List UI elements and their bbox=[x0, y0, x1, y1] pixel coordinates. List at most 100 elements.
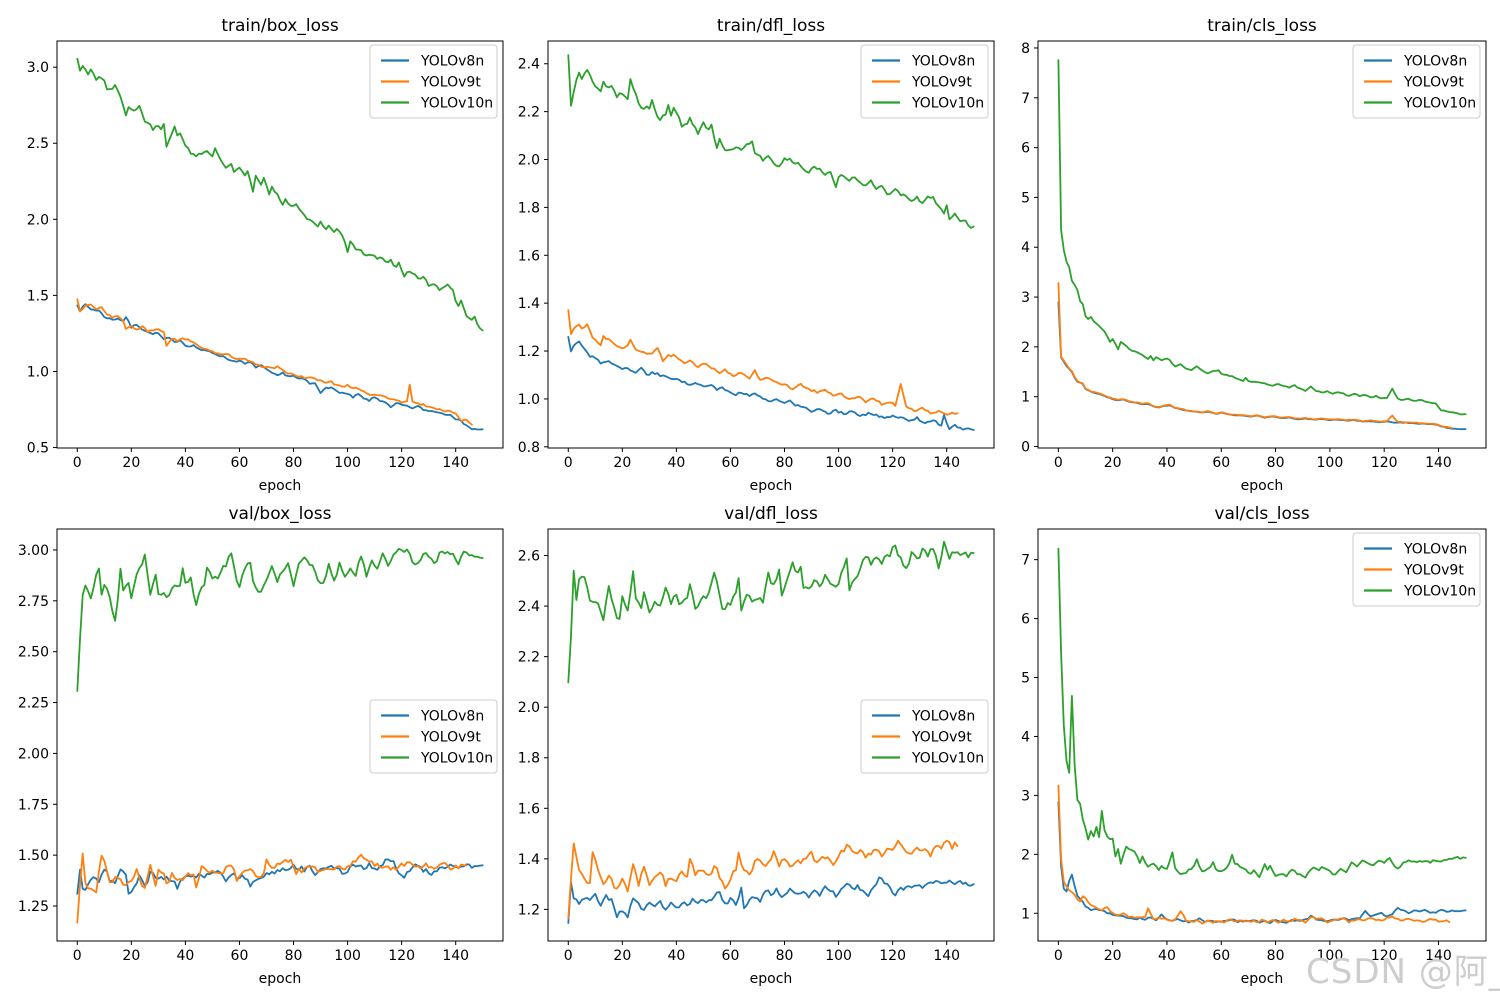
x-tick-label: 100 bbox=[334, 948, 361, 964]
legend-label: YOLOv10n bbox=[420, 751, 493, 767]
legend: YOLOv8n YOLOv9t YOLOv10n bbox=[369, 44, 498, 119]
x-tick-label: 20 bbox=[1104, 948, 1122, 964]
x-tick-label: 20 bbox=[613, 455, 631, 471]
legend: YOLOv8n YOLOv9t YOLOv10n bbox=[1352, 532, 1481, 607]
axes-frame bbox=[1037, 40, 1487, 449]
x-tick-label: 140 bbox=[1425, 948, 1452, 964]
x-tick-label: 100 bbox=[825, 948, 852, 964]
x-tick-label: 120 bbox=[1371, 455, 1398, 471]
chart-title: train/cls_loss bbox=[1207, 16, 1317, 36]
series-line-yolov10n bbox=[567, 540, 975, 684]
chart-title: val/dfl_loss bbox=[724, 504, 818, 524]
x-axis-label: epoch bbox=[1241, 971, 1284, 987]
y-tick-label: 2 bbox=[1021, 847, 1030, 863]
y-tick-label: 8 bbox=[1021, 41, 1030, 57]
legend-box bbox=[1352, 44, 1481, 119]
series-line-yolov9t bbox=[76, 298, 473, 426]
subplot-train-box-loss: 0 20 40 60 80 100 120 140 0.5 1.0 1.5 2.0 2.5 3.0 trai… bbox=[27, 16, 504, 494]
legend-label: YOLOv9t bbox=[420, 75, 481, 91]
x-axis-label: epoch bbox=[259, 478, 302, 494]
x-tick-label: 0 bbox=[1054, 455, 1063, 471]
legend-label: YOLOv9t bbox=[911, 75, 972, 91]
x-tick-label: 60 bbox=[231, 948, 249, 964]
y-tick-label: 4 bbox=[1021, 240, 1030, 256]
x-tick-label: 140 bbox=[1425, 455, 1452, 471]
legend: YOLOv8n YOLOv9t YOLOv10n bbox=[369, 699, 498, 774]
y-tick-label: 2.5 bbox=[27, 136, 49, 152]
x-tick-label: 0 bbox=[73, 948, 82, 964]
x-axis-label: epoch bbox=[1241, 478, 1284, 494]
series-line-yolov8n bbox=[76, 303, 484, 431]
legend-box bbox=[369, 44, 498, 119]
x-tick-label: 100 bbox=[825, 455, 852, 471]
x-tick-label: 60 bbox=[231, 455, 249, 471]
y-tick-label: 6 bbox=[1021, 141, 1030, 157]
series-line-yolov8n bbox=[567, 335, 975, 431]
y-tick-label: 1.5 bbox=[27, 288, 49, 304]
legend-label: YOLOv10n bbox=[420, 96, 493, 112]
y-tick-label: 7 bbox=[1021, 553, 1030, 569]
x-tick-label: 40 bbox=[176, 455, 194, 471]
legend-box bbox=[369, 699, 498, 774]
x-tick-label: 80 bbox=[776, 455, 794, 471]
y-tick-label: 1.8 bbox=[518, 200, 540, 216]
x-tick-label: 40 bbox=[667, 455, 685, 471]
y-tick-label: 2.4 bbox=[518, 57, 540, 73]
y-tick-label: 2.75 bbox=[18, 594, 49, 610]
x-tick-label: 20 bbox=[122, 455, 140, 471]
subplot-val-dfl-loss: 0 20 40 60 80 100 120 140 1.2 1.4 1.6 1.8 2.0 2.2 2.4 2… bbox=[518, 504, 995, 987]
x-tick-label: 60 bbox=[722, 948, 740, 964]
x-tick-label: 0 bbox=[73, 455, 82, 471]
y-tick-label: 0.5 bbox=[27, 441, 49, 457]
chart-title: train/box_loss bbox=[221, 16, 339, 36]
y-tick-label: 1.25 bbox=[18, 899, 49, 915]
axes-frame bbox=[547, 40, 995, 449]
y-tick-label: 2.0 bbox=[518, 700, 540, 716]
legend-label: YOLOv8n bbox=[420, 709, 484, 725]
x-tick-label: 80 bbox=[285, 455, 303, 471]
x-tick-label: 60 bbox=[722, 455, 740, 471]
legend-label: YOLOv10n bbox=[1403, 96, 1476, 112]
x-tick-label: 80 bbox=[285, 948, 303, 964]
chart-title: val/cls_loss bbox=[1214, 504, 1309, 524]
legend: YOLOv8n YOLOv9t YOLOv10n bbox=[1352, 44, 1481, 119]
legend-label: YOLOv8n bbox=[1403, 54, 1467, 70]
x-tick-label: 100 bbox=[1317, 948, 1344, 964]
series-line-yolov10n bbox=[76, 547, 484, 692]
legend: YOLOv8n YOLOv9t YOLOv10n bbox=[860, 699, 989, 774]
y-tick-label: 1.0 bbox=[27, 364, 49, 380]
x-tick-label: 40 bbox=[667, 948, 685, 964]
y-tick-label: 2.00 bbox=[18, 746, 49, 762]
series-line-yolov10n bbox=[567, 54, 975, 229]
legend-label: YOLOv9t bbox=[1403, 563, 1464, 579]
axes-frame bbox=[56, 40, 504, 449]
x-tick-label: 40 bbox=[1158, 948, 1176, 964]
csdn-watermark: CSDN @阿_旭 bbox=[1306, 952, 1500, 992]
chart-title: val/box_loss bbox=[229, 504, 332, 524]
x-tick-label: 20 bbox=[613, 948, 631, 964]
y-tick-label: 1.2 bbox=[518, 902, 540, 918]
x-tick-label: 20 bbox=[122, 948, 140, 964]
chart-title: train/dfl_loss bbox=[717, 16, 825, 36]
legend-label: YOLOv9t bbox=[1403, 75, 1464, 91]
y-tick-label: 1.75 bbox=[18, 797, 49, 813]
y-tick-label: 1.0 bbox=[518, 392, 540, 408]
axes-frame bbox=[547, 528, 995, 942]
x-tick-label: 80 bbox=[1267, 455, 1285, 471]
legend-label: YOLOv9t bbox=[420, 730, 481, 746]
legend-label: YOLOv8n bbox=[911, 709, 975, 725]
y-tick-label: 1.2 bbox=[518, 344, 540, 360]
series-line-yolov10n bbox=[76, 57, 484, 332]
x-tick-label: 60 bbox=[1212, 455, 1230, 471]
y-tick-label: 2.25 bbox=[18, 696, 49, 712]
y-tick-label: 3.0 bbox=[27, 60, 49, 76]
series-line-yolov9t bbox=[567, 839, 959, 920]
x-tick-label: 120 bbox=[388, 948, 415, 964]
subplot-val-box-loss: 0 20 40 60 80 100 120 140 1.25 1.50 1.75 2.00 2.25 2.… bbox=[18, 504, 504, 987]
y-tick-label: 3 bbox=[1021, 788, 1030, 804]
x-axis-label: epoch bbox=[259, 971, 302, 987]
y-tick-label: 1.4 bbox=[518, 296, 540, 312]
y-tick-label: 1.4 bbox=[518, 852, 540, 868]
